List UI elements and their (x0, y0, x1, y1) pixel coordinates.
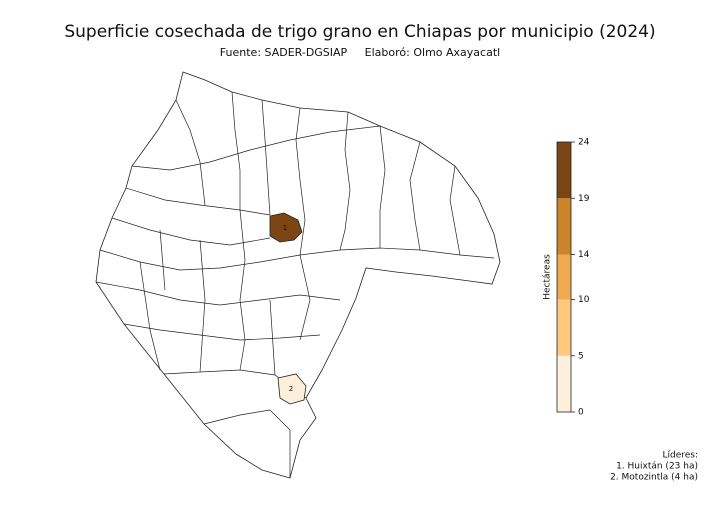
municipal-borders (95, 91, 495, 478)
map-title: Superficie cosechada de trigo grano en C… (64, 22, 655, 42)
leader-item: 2. Motozintla (4 ha) (610, 473, 698, 483)
leader-item: 1. Huixtán (23 ha) (616, 462, 698, 472)
municipality-highlight (269, 212, 303, 243)
municipality-highlight (277, 373, 307, 405)
colorbar-tick-label: 19 (578, 194, 590, 204)
colorbar-tick-label: 14 (578, 250, 590, 260)
map-subtitle: Fuente: SADER-DGSIAP Elaboró: Olmo Axaya… (220, 46, 500, 59)
colorbar-bin (557, 299, 571, 356)
colorbar-bin (557, 142, 571, 199)
colorbar-tick-label: 24 (578, 138, 590, 148)
colorbar-label: Hectáreas (543, 254, 553, 300)
colorbar-bin (557, 254, 571, 300)
colorbar-tick-label: 0 (578, 408, 584, 418)
municipality-marker: 2 (289, 385, 293, 393)
colorbar-bin (557, 198, 571, 255)
colorbar-tick-label: 5 (578, 351, 584, 361)
colorbar-bin (557, 355, 571, 412)
municipality-marker: 1 (283, 224, 287, 232)
colorbar-frame (556, 141, 572, 413)
colorbar-tick-label: 10 (578, 295, 590, 305)
state-map: 12 (95, 71, 501, 479)
state-outline (95, 71, 501, 479)
leaders-title: Líderes: (662, 451, 698, 461)
